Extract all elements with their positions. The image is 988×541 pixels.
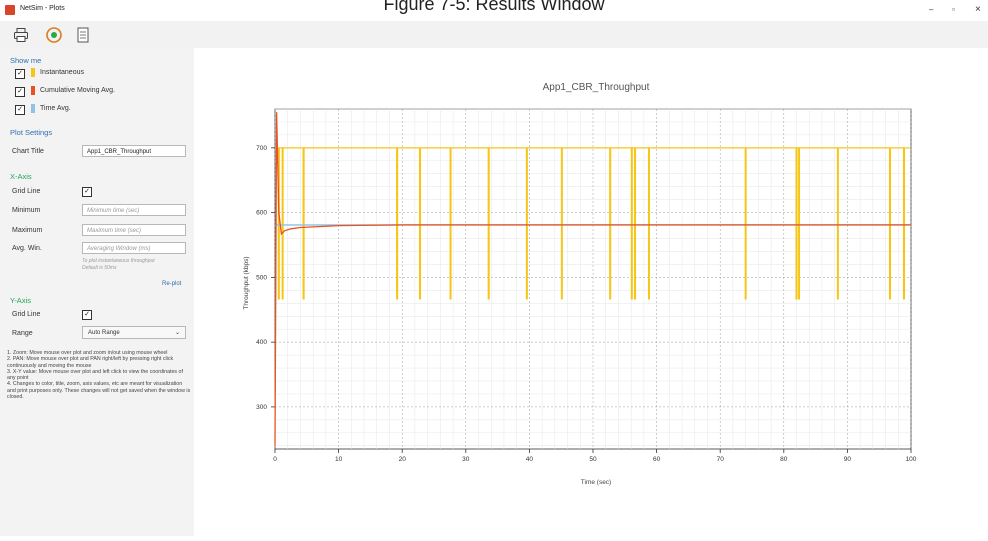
instantaneous-series-line [275,147,910,300]
netsim-logo-icon [5,5,15,15]
y-tick-label: 400 [256,339,267,346]
usage-notes: 1. Zoom: Move mouse over plot and zoom i… [7,350,191,400]
x-tick-label: 70 [717,456,725,463]
x-tick-label: 90 [844,456,852,463]
minimize-button[interactable]: – [929,5,934,14]
y-axis-label: Throughput (kbps) [243,256,250,309]
averaging-hint-line2: Default is 50ms [82,265,117,271]
x-tick-label: 10 [335,456,343,463]
x-minimum-input[interactable]: Minimum time (sec) [82,204,186,216]
note-zoom: 1. Zoom: Move mouse over plot and zoom i… [7,350,168,356]
instantaneous-checkbox[interactable]: ✓ [15,69,25,79]
y-tick-label: 600 [256,210,267,217]
y-tick-label: 700 [256,145,267,152]
x-maximum-input[interactable]: Maximum time (sec) [82,224,186,236]
refresh-icon [46,27,62,43]
note-changes: 4. Changes to color, title, zoom, axis v… [7,381,191,401]
x-minimum-label: Minimum [12,207,41,214]
note-pan: 2. PAN: Move mouse over plot and PAN rig… [7,356,174,369]
x-tick-label: 100 [906,456,917,463]
figure-caption: Figure 7-5: Results Window [383,0,605,14]
replot-link[interactable]: Re-plot [162,281,182,287]
title-bar: NetSim - Plots – ▫ × [0,0,988,20]
y-axis-heading: Y-Axis [10,296,31,305]
show-me-heading: Show me [10,56,42,65]
x-tick-label: 60 [653,456,661,463]
time-avg-checkbox[interactable]: ✓ [15,105,25,115]
x-tick-label: 20 [399,456,407,463]
window-title: NetSim - Plots [20,5,65,12]
refresh-button[interactable] [44,25,64,45]
print-icon [14,28,28,42]
toolbar [0,21,988,48]
x-axis-heading: X-Axis [10,172,32,181]
plot-settings-heading: Plot Settings [10,128,53,137]
averaging-window-input[interactable]: Averaging Window (ms) [82,242,186,254]
note-xy-value: 3. X-Y value: Move mouse over plot and l… [7,368,183,382]
x-grid-line-label: Grid Line [12,188,41,195]
settings-sidebar: Show me ✓ Instantaneous ✓ Cumulative Mov… [0,48,194,536]
y-tick-label: 300 [256,404,267,411]
instantaneous-label: Instantaneous [40,69,84,76]
x-tick-label: 80 [780,456,788,463]
close-button[interactable]: × [975,4,981,15]
range-select-value: Auto Range [88,330,120,336]
cumulative-moving-avg-checkbox[interactable]: ✓ [15,87,25,97]
x-tick-label: 40 [526,456,534,463]
y-grid-line-checkbox[interactable]: ✓ [82,310,92,320]
x-tick-label: 50 [589,456,597,463]
cumulative-moving-avg-swatch [31,86,35,95]
y-grid-line-label: Grid Line [12,311,41,318]
x-grid-line-checkbox[interactable]: ✓ [82,187,92,197]
avg-win-label: Avg. Win. [12,245,42,252]
document-icon [77,27,89,43]
y-tick-label: 500 [256,274,267,281]
cumulative-moving-avg-label: Cumulative Moving Avg. [40,87,115,94]
throughput-chart[interactable]: App1_CBR_Throughput Time (sec) Throughpu… [200,48,988,536]
print-button[interactable] [11,25,31,45]
x-maximum-label: Maximum [12,227,43,234]
chart-title-label: Chart Title [12,148,44,155]
chevron-down-icon: ⌄ [174,330,180,336]
time-avg-label: Time Avg. [40,105,71,112]
averaging-hint-line1: To plot instantaneous throughput [82,258,155,264]
chart-title-input[interactable]: App1_CBR_Throughput [82,145,186,157]
maximize-button[interactable]: ▫ [952,5,955,14]
range-select[interactable]: Auto Range ⌄ [82,326,186,339]
range-label: Range [12,330,33,337]
cumulative-moving-avg-series-line [274,112,911,446]
log-button[interactable] [73,25,93,45]
chart-title: App1_CBR_Throughput [543,82,650,93]
x-axis-label: Time (sec) [581,479,611,486]
x-tick-label: 30 [462,456,470,463]
x-tick-label: 0 [273,456,277,463]
instantaneous-swatch [31,68,35,77]
time-avg-swatch [31,104,35,113]
chart-panel[interactable]: App1_CBR_Throughput Time (sec) Throughpu… [200,48,988,536]
